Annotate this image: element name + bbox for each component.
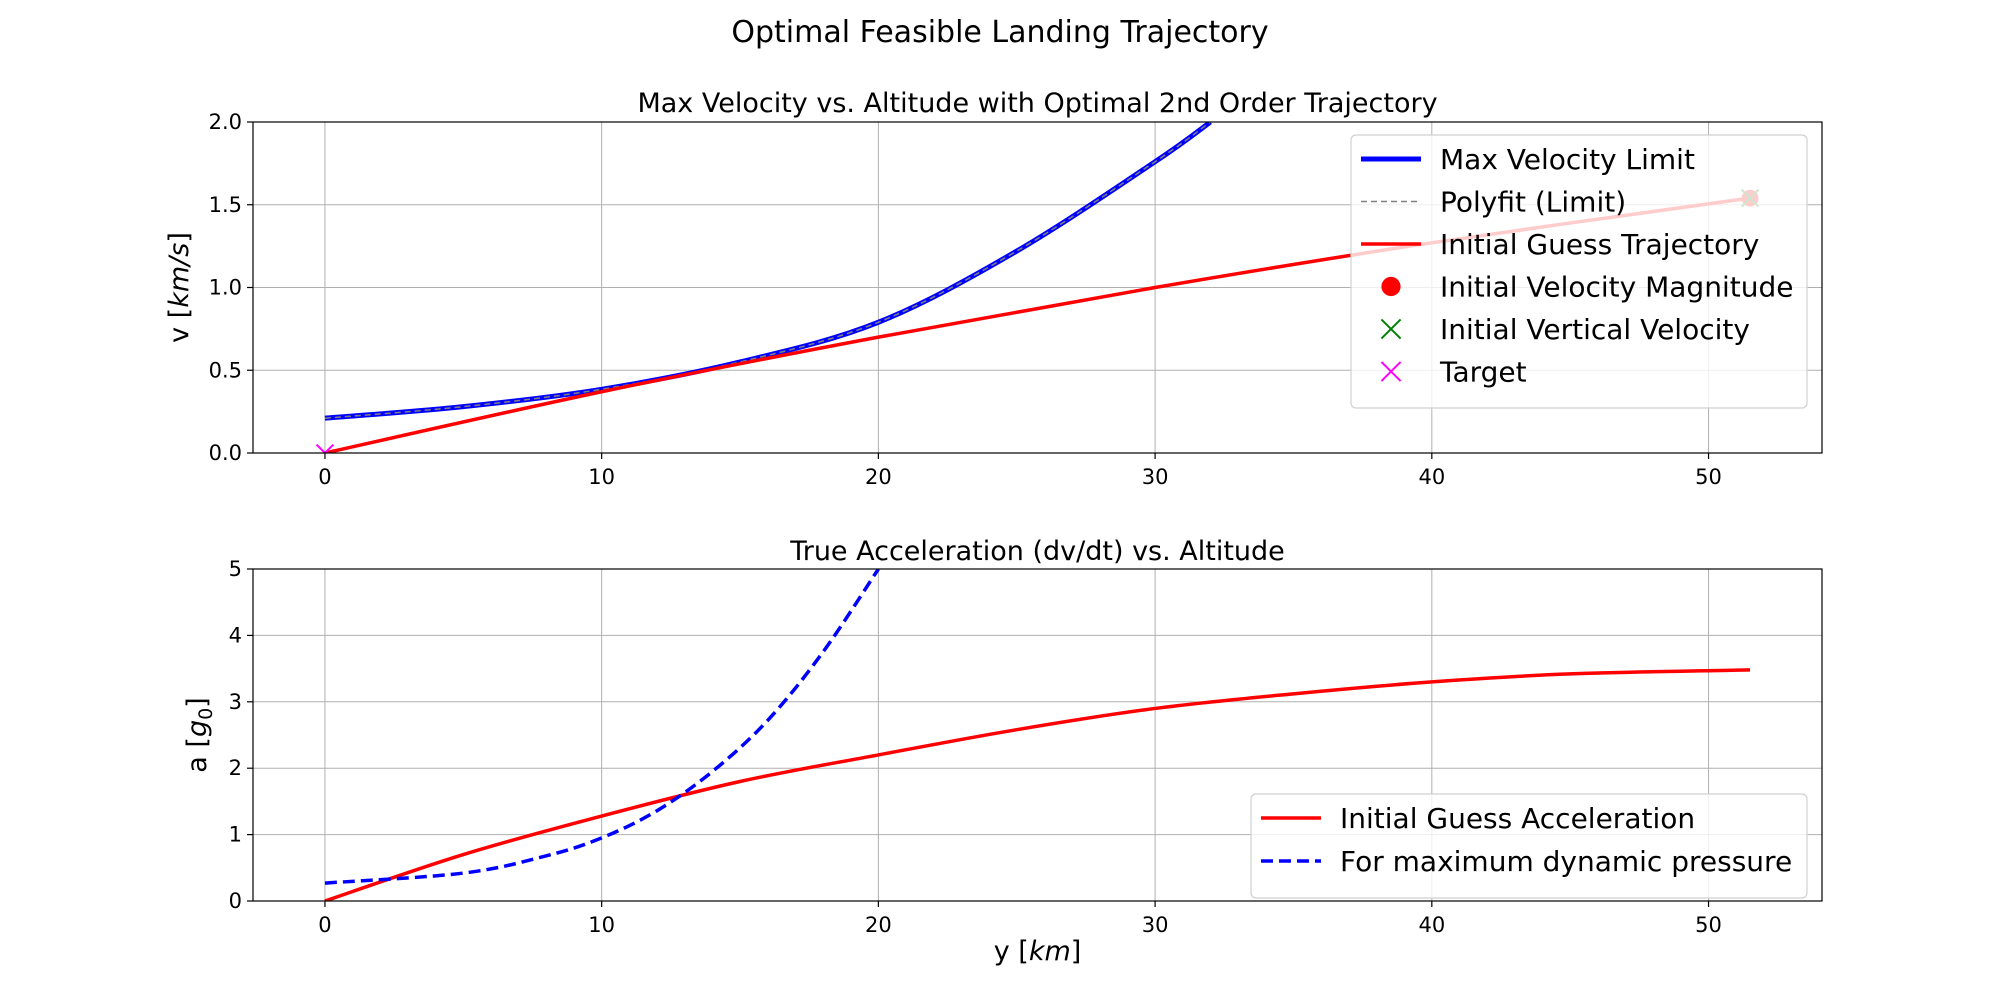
legend-max-velocity-limit-label: Max Velocity Limit bbox=[1440, 143, 1695, 176]
acceleration-x-axis-label: y [km] bbox=[994, 936, 1082, 967]
acceleration-axes-frame bbox=[252, 568, 1823, 902]
velocity-y-axis-label: v [km/s] bbox=[164, 232, 195, 343]
x-tick-label: 0 bbox=[318, 913, 331, 937]
x-tick-label: 40 bbox=[1418, 465, 1445, 489]
y-tick-label: 1.0 bbox=[209, 276, 242, 300]
legend-initial-guess-trajectory-label: Initial Guess Trajectory bbox=[1440, 228, 1759, 261]
y-tick-label: 1.5 bbox=[209, 193, 242, 217]
y-tick-label: 0.0 bbox=[209, 441, 242, 465]
x-tick-label: 30 bbox=[1142, 913, 1169, 937]
velocity-axes: 0 10 20 30 40 50 0.0 0.5 1.0 1.5 2.0 Max Velocity … bbox=[164, 88, 1823, 489]
velocity-ticks: 0 10 20 30 40 50 0.0 0.5 1.0 1.5 2.0 bbox=[209, 110, 1722, 489]
y-tick-label: 4 bbox=[229, 623, 242, 647]
max-velocity-limit-line bbox=[324, 122, 1212, 421]
y-tick-label: 2.0 bbox=[209, 110, 242, 134]
initial-guess-acceleration-line bbox=[324, 668, 1751, 901]
y-tick-label: 2 bbox=[229, 756, 242, 780]
x-tick-label: 0 bbox=[318, 465, 331, 489]
acceleration-legend: Initial Guess Acceleration For maximum dy… bbox=[1250, 793, 1808, 899]
for-maximum-dynamic-pressure-line bbox=[324, 569, 880, 885]
polyfit-limit-line bbox=[324, 122, 1211, 419]
legend-initial-vertical-velocity-label: Initial Vertical Velocity bbox=[1440, 313, 1750, 346]
acceleration-series bbox=[324, 569, 1751, 901]
acceleration-ticks: 0 10 20 30 40 50 0 1 2 3 4 5 bbox=[229, 557, 1722, 937]
y-tick-label: 0.5 bbox=[209, 358, 242, 382]
x-tick-label: 50 bbox=[1695, 465, 1722, 489]
x-tick-label: 10 bbox=[588, 465, 615, 489]
legend-box bbox=[1350, 134, 1808, 409]
legend-target-handle bbox=[1380, 361, 1402, 382]
legend-initial-guess-acceleration-label: Initial Guess Acceleration bbox=[1340, 802, 1695, 835]
y-tick-label: 0 bbox=[229, 889, 242, 913]
x-tick-label: 20 bbox=[865, 465, 892, 489]
legend-target-label: Target bbox=[1439, 356, 1527, 389]
x-tick-label: 50 bbox=[1695, 913, 1722, 937]
legend-initial-velocity-magnitude-handle bbox=[1381, 276, 1401, 297]
y-tick-label: 1 bbox=[229, 823, 242, 847]
x-tick-label: 30 bbox=[1142, 465, 1169, 489]
velocity-chart-title: Max Velocity vs. Altitude with Optimal 2… bbox=[637, 88, 1437, 119]
legend-polyfit-limit-label: Polyfit (Limit) bbox=[1440, 186, 1626, 219]
y-tick-label: 5 bbox=[229, 557, 242, 581]
legend-for-maximum-dynamic-pressure-label: For maximum dynamic pressure bbox=[1340, 845, 1792, 878]
acceleration-y-axis-label: a [g0] bbox=[182, 697, 217, 772]
acceleration-chart-title: True Acceleration (dv/dt) vs. Altitude bbox=[789, 536, 1285, 567]
legend-initial-velocity-magnitude-label: Initial Velocity Magnitude bbox=[1440, 271, 1793, 304]
x-tick-label: 40 bbox=[1418, 913, 1445, 937]
legend-initial-vertical-velocity-handle bbox=[1380, 318, 1402, 340]
velocity-legend: Max Velocity Limit Polyfit (Limit) Initial… bbox=[1350, 134, 1808, 409]
figure-title: Optimal Feasible Landing Trajectory bbox=[731, 15, 1268, 50]
y-tick-label: 3 bbox=[229, 690, 242, 714]
target-marker bbox=[315, 443, 335, 453]
acceleration-axes: 0 10 20 30 40 50 0 1 2 3 4 5 True Acceleration (dv/… bbox=[182, 536, 1823, 967]
x-tick-label: 20 bbox=[865, 913, 892, 937]
x-tick-label: 10 bbox=[588, 913, 615, 937]
legend-box bbox=[1250, 793, 1808, 899]
